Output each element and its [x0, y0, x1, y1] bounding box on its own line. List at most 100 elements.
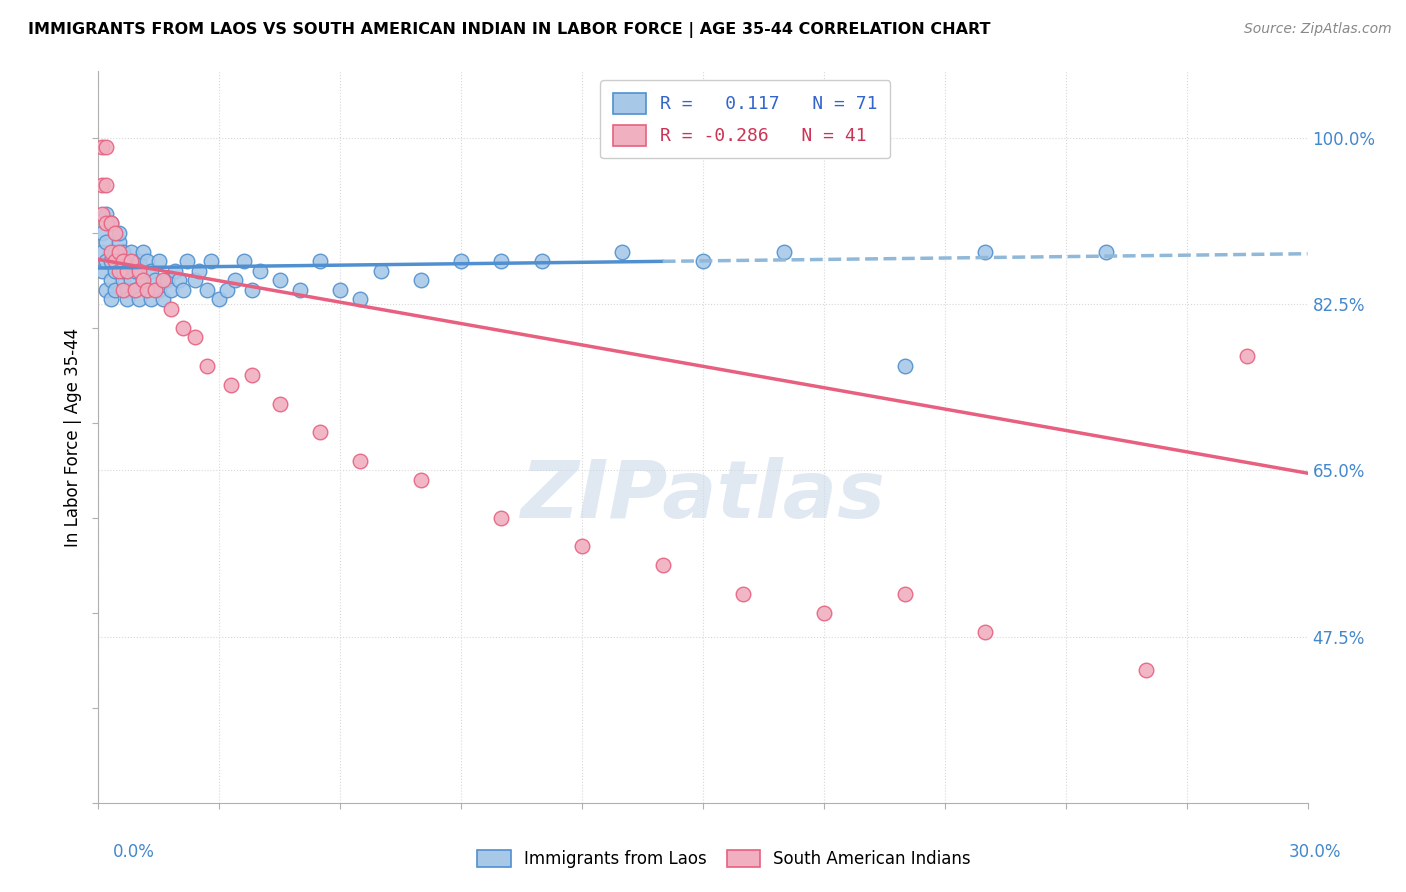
- Point: [208, 293, 231, 307]
- Point: [1135, 663, 1157, 677]
- Point: [100, 293, 122, 307]
- Point: [612, 244, 634, 259]
- Point: [96, 283, 118, 297]
- Point: [152, 293, 174, 307]
- Point: [160, 301, 183, 316]
- Point: [1095, 244, 1118, 259]
- Point: [249, 264, 271, 278]
- Point: [135, 283, 157, 297]
- Point: [195, 359, 218, 373]
- Point: [91, 140, 114, 154]
- Point: [1236, 349, 1258, 363]
- Point: [96, 216, 118, 230]
- Point: [184, 330, 207, 344]
- Point: [329, 283, 352, 297]
- Point: [132, 273, 155, 287]
- Point: [139, 293, 162, 307]
- Point: [288, 283, 311, 297]
- Point: [124, 283, 146, 297]
- Point: [132, 244, 155, 259]
- Point: [143, 283, 166, 297]
- Point: [160, 283, 183, 297]
- Point: [240, 283, 263, 297]
- Point: [120, 244, 142, 259]
- Text: 0.0%: 0.0%: [112, 843, 155, 861]
- Point: [491, 511, 513, 525]
- Point: [370, 264, 392, 278]
- Legend: R =   0.117   N = 71, R = -0.286   N = 41: R = 0.117 N = 71, R = -0.286 N = 41: [600, 80, 890, 158]
- Point: [115, 283, 138, 297]
- Point: [148, 254, 170, 268]
- Point: [156, 273, 179, 287]
- Point: [269, 273, 291, 287]
- Point: [96, 140, 118, 154]
- Point: [772, 244, 794, 259]
- Point: [893, 587, 915, 601]
- Point: [115, 254, 138, 268]
- Text: 30.0%: 30.0%: [1288, 843, 1341, 861]
- Legend: Immigrants from Laos, South American Indians: Immigrants from Laos, South American Ind…: [471, 843, 977, 875]
- Text: Source: ZipAtlas.com: Source: ZipAtlas.com: [1244, 22, 1392, 37]
- Point: [128, 293, 150, 307]
- Point: [176, 254, 198, 268]
- Point: [100, 254, 122, 268]
- Point: [240, 368, 263, 383]
- Text: IMMIGRANTS FROM LAOS VS SOUTH AMERICAN INDIAN IN LABOR FORCE | AGE 35-44 CORRELA: IMMIGRANTS FROM LAOS VS SOUTH AMERICAN I…: [28, 22, 991, 38]
- Point: [309, 425, 332, 440]
- Point: [172, 283, 194, 297]
- Point: [103, 254, 125, 268]
- Point: [111, 254, 134, 268]
- Point: [120, 254, 142, 268]
- Point: [100, 216, 122, 230]
- Point: [450, 254, 472, 268]
- Point: [91, 226, 114, 240]
- Point: [91, 207, 114, 221]
- Point: [195, 283, 218, 297]
- Point: [349, 293, 371, 307]
- Point: [974, 624, 997, 639]
- Point: [974, 244, 997, 259]
- Point: [184, 273, 207, 287]
- Point: [733, 587, 755, 601]
- Point: [893, 359, 915, 373]
- Point: [100, 244, 122, 259]
- Text: ZIPatlas: ZIPatlas: [520, 457, 886, 534]
- Point: [135, 283, 157, 297]
- Point: [107, 254, 129, 268]
- Point: [813, 606, 835, 620]
- Point: [200, 254, 222, 268]
- Point: [167, 273, 190, 287]
- Point: [349, 454, 371, 468]
- Point: [91, 244, 114, 259]
- Point: [143, 273, 166, 287]
- Point: [571, 539, 593, 553]
- Point: [409, 473, 432, 487]
- Point: [221, 377, 243, 392]
- Point: [530, 254, 553, 268]
- Point: [103, 226, 125, 240]
- Point: [120, 273, 142, 287]
- Point: [107, 264, 129, 278]
- Point: [91, 178, 114, 193]
- Point: [409, 273, 432, 287]
- Point: [269, 397, 291, 411]
- Point: [111, 273, 134, 287]
- Point: [651, 558, 673, 573]
- Point: [103, 283, 125, 297]
- Point: [188, 264, 211, 278]
- Point: [103, 264, 125, 278]
- Point: [163, 264, 186, 278]
- Point: [111, 244, 134, 259]
- Point: [172, 321, 194, 335]
- Point: [111, 283, 134, 297]
- Point: [152, 273, 174, 287]
- Point: [139, 264, 162, 278]
- Point: [224, 273, 246, 287]
- Point: [115, 264, 138, 278]
- Point: [115, 293, 138, 307]
- Point: [135, 254, 157, 268]
- Point: [128, 254, 150, 268]
- Y-axis label: In Labor Force | Age 35-44: In Labor Force | Age 35-44: [63, 327, 82, 547]
- Point: [107, 226, 129, 240]
- Point: [124, 283, 146, 297]
